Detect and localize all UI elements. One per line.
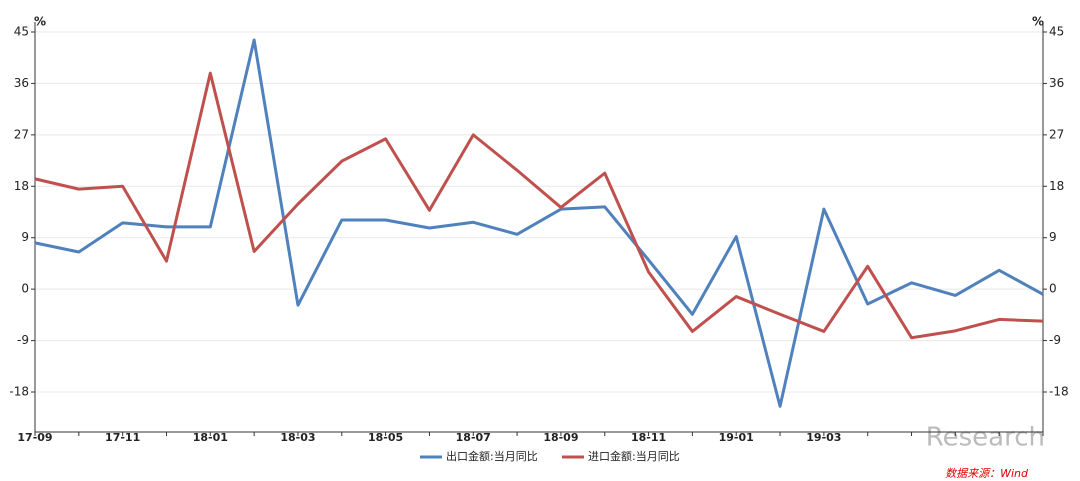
legend-label: 进口金额:当月同比 [588,449,680,463]
y-tick-label: -9 [17,333,29,347]
y-tick-label: 18 [14,179,29,193]
x-tick-label: 17-11 [105,431,140,444]
y2-tick-label: 18 [1049,179,1064,193]
x-tick-label: 18-05 [368,431,403,444]
y-tick-label: 9 [21,230,29,244]
y2-tick-label: 36 [1049,76,1064,90]
series-line [34,71,1044,340]
legend-label: 出口金额:当月同比 [446,449,538,463]
x-tick-label: 18-09 [543,431,578,444]
x-tick-label: 18-11 [631,431,666,444]
x-tick-label: 18-01 [193,431,228,444]
y2-tick-label: 9 [1049,230,1057,244]
y-tick-label: 36 [14,76,29,90]
y2-tick-label: -18 [1049,385,1069,399]
y-tick-label: 45 [14,25,29,39]
x-tick-label: 19-03 [806,431,841,444]
x-tick-label: 19-01 [719,431,754,444]
y2-tick-label: 0 [1049,282,1057,296]
y2-unit: % [1032,15,1044,29]
x-tick-label: 18-07 [456,431,491,444]
y2-tick-label: 45 [1049,25,1064,39]
series-line [34,38,1044,408]
y-tick-label: 0 [21,282,29,296]
x-tick-label: 18-03 [280,431,315,444]
y2-tick-label: 27 [1049,127,1064,141]
y-unit: % [34,15,46,29]
y-tick-label: 27 [14,127,29,141]
watermark: Research [926,423,1045,453]
y2-tick-label: -9 [1049,333,1061,347]
source-note: 数据来源：Wind [945,467,1029,480]
y-tick-label: -18 [9,385,29,399]
x-tick-label: 17-09 [17,431,52,444]
